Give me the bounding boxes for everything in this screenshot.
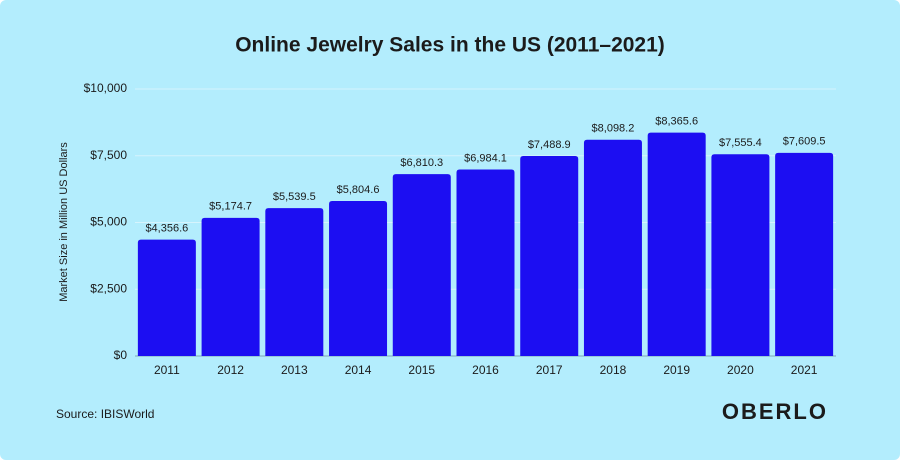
bar	[583, 139, 642, 356]
value-label: $8,098.2	[592, 123, 635, 135]
bar	[711, 154, 770, 356]
y-tick-label: $0	[114, 348, 128, 362]
bar	[329, 201, 388, 356]
chart-title: Online Jewelry Sales in the US (2011–202…	[235, 34, 665, 57]
x-tick-label: 2019	[663, 363, 690, 377]
bar	[775, 152, 834, 356]
x-tick-label: 2021	[791, 363, 818, 377]
value-label: $5,539.5	[273, 191, 316, 203]
x-tick-label: 2016	[472, 363, 499, 377]
value-label: $7,555.4	[719, 137, 762, 149]
x-tick-label: 2018	[600, 363, 627, 377]
value-label: $7,609.5	[783, 136, 826, 148]
x-tick-label: 2017	[536, 363, 563, 377]
value-label: $6,810.3	[400, 157, 443, 169]
y-tick-label: $10,000	[84, 81, 128, 95]
value-label: $8,365.6	[655, 116, 698, 128]
x-tick-label: 2012	[217, 363, 244, 377]
x-tick-label: 2014	[345, 363, 372, 377]
bar	[647, 132, 706, 356]
x-tick-label: 2020	[727, 363, 754, 377]
x-tick-label: 2015	[408, 363, 435, 377]
y-tick-label: $2,500	[90, 281, 127, 295]
bar	[137, 239, 196, 356]
brand-logo: OBERLO	[722, 399, 828, 424]
value-label: $6,984.1	[464, 152, 507, 164]
bar	[456, 169, 515, 356]
bar	[520, 156, 579, 356]
x-tick-label: 2011	[154, 363, 180, 377]
source: Source: IBISWorld	[56, 407, 154, 421]
value-label: $5,174.7	[209, 201, 252, 213]
y-axis-label: Market Size in Million US Dollars	[58, 142, 70, 302]
bar	[392, 174, 451, 356]
bar	[201, 217, 260, 356]
y-tick-label: $5,000	[90, 215, 127, 229]
value-label: $7,488.9	[528, 139, 571, 151]
y-tick-label: $7,500	[90, 148, 127, 162]
bar	[265, 208, 324, 356]
value-label: $4,356.6	[145, 223, 188, 235]
value-label: $5,804.6	[337, 184, 380, 196]
x-tick-label: 2013	[281, 363, 308, 377]
